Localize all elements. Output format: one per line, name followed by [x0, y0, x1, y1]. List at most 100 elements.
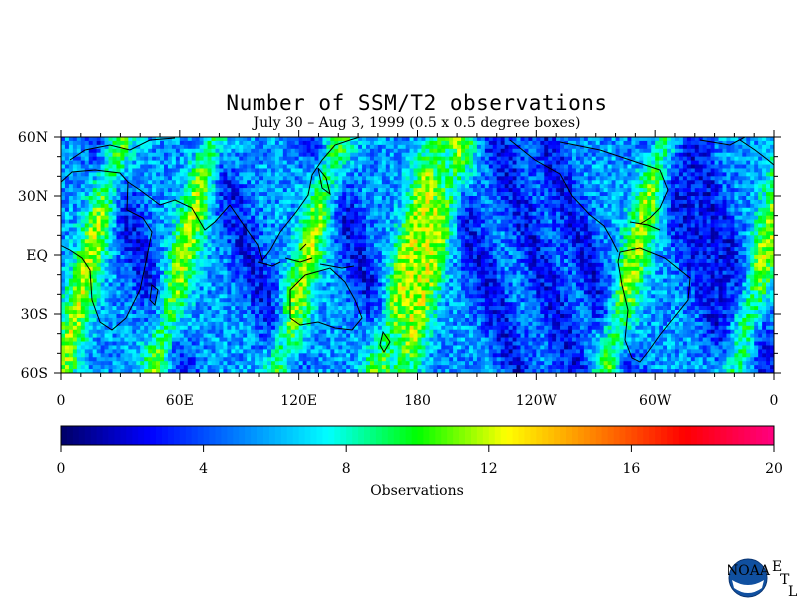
heatmap-cell	[635, 137, 640, 142]
heatmap-cell	[389, 223, 395, 228]
heatmap-cell	[346, 207, 351, 213]
heatmap-cell	[476, 192, 482, 197]
heatmap-cell	[710, 192, 715, 197]
heatmap-cell	[639, 227, 644, 232]
heatmap-cell	[377, 160, 383, 165]
heatmap-cell	[445, 188, 450, 193]
heatmap-cell	[667, 219, 672, 224]
heatmap-cell	[338, 140, 343, 146]
heatmap-cell	[655, 207, 660, 213]
heatmap-cell	[124, 203, 129, 209]
heatmap-cell	[643, 180, 648, 185]
heatmap-cell	[476, 180, 482, 185]
heatmap-cell	[532, 164, 537, 169]
heatmap-cell	[536, 137, 541, 142]
heatmap-cell	[251, 239, 256, 244]
heatmap-cell	[124, 231, 129, 236]
heatmap-cell	[167, 199, 173, 205]
heatmap-cell	[302, 192, 307, 197]
heatmap-cell	[140, 199, 145, 205]
heatmap-cell	[219, 184, 224, 189]
heatmap-cell	[488, 148, 494, 154]
heatmap-cell	[449, 199, 454, 205]
heatmap-cell	[255, 168, 260, 173]
heatmap-cell	[84, 164, 90, 169]
heatmap-cell	[651, 188, 656, 193]
heatmap-cell	[96, 176, 101, 181]
heatmap-cell	[706, 207, 711, 213]
heatmap-cell	[544, 137, 549, 142]
heatmap-cell	[338, 176, 343, 181]
heatmap-cell	[314, 207, 319, 213]
heatmap-cell	[413, 188, 418, 193]
heatmap-cell	[548, 235, 553, 240]
heatmap-cell	[326, 172, 331, 177]
heatmap-cell	[682, 156, 688, 161]
heatmap-cell	[591, 243, 597, 248]
heatmap-cell	[651, 176, 656, 181]
heatmap-cell	[682, 172, 688, 177]
heatmap-cell	[746, 223, 751, 228]
heatmap-cell	[175, 199, 181, 205]
heatmap-cell	[207, 239, 212, 244]
heatmap-cell	[61, 235, 66, 240]
heatmap-cell	[290, 184, 295, 189]
heatmap-cell	[251, 199, 256, 205]
heatmap-cell	[758, 164, 763, 169]
heatmap-cell	[80, 207, 86, 213]
heatmap-cell	[520, 160, 525, 165]
heatmap-cell	[72, 152, 78, 157]
heatmap-cell	[211, 160, 216, 165]
heatmap-cell	[457, 239, 462, 244]
heatmap-cell	[476, 215, 482, 220]
heatmap-cell	[318, 227, 323, 232]
heatmap-cell	[690, 152, 696, 157]
heatmap-cell	[655, 231, 660, 236]
heatmap-cell	[738, 227, 743, 232]
heatmap-cell	[651, 227, 656, 232]
heatmap-cell	[492, 168, 498, 173]
heatmap-cell	[461, 243, 466, 248]
heatmap-cell	[156, 140, 161, 146]
heatmap-cell	[468, 231, 474, 236]
heatmap-cell	[564, 192, 569, 197]
heatmap-cell	[524, 168, 529, 173]
heatmap-cell	[647, 152, 652, 157]
heatmap-cell	[120, 239, 125, 244]
heatmap-cell	[706, 219, 711, 224]
heatmap-cell	[219, 219, 224, 224]
heatmap-cell	[195, 140, 200, 146]
heatmap-cell	[425, 239, 430, 244]
heatmap-cell	[306, 219, 311, 224]
heatmap-cell	[461, 144, 466, 150]
heatmap-cell	[152, 180, 157, 185]
heatmap-cell	[389, 199, 395, 205]
heatmap-cell	[195, 243, 200, 248]
heatmap-cell	[187, 184, 193, 189]
heatmap-cell	[552, 192, 557, 197]
heatmap-cell	[663, 160, 668, 165]
heatmap-cell	[500, 227, 505, 232]
heatmap-cell	[227, 196, 232, 201]
heatmap-cell	[694, 188, 700, 193]
heatmap-cell	[322, 211, 327, 216]
heatmap-cell	[607, 172, 612, 177]
heatmap-cell	[373, 172, 379, 177]
heatmap-cell	[334, 243, 339, 248]
heatmap-cell	[766, 184, 771, 189]
heatmap-cell	[417, 184, 422, 189]
heatmap-cell	[722, 188, 727, 193]
heatmap-cell	[160, 231, 165, 236]
heatmap-cell	[421, 207, 426, 213]
heatmap-cell	[385, 231, 391, 236]
heatmap-cell	[156, 164, 161, 169]
heatmap-cell	[104, 243, 109, 248]
heatmap-cell	[544, 168, 549, 173]
heatmap-cell	[540, 207, 545, 213]
heatmap-cell	[536, 176, 541, 181]
heatmap-cell	[366, 172, 371, 177]
heatmap-cell	[144, 184, 149, 189]
heatmap-cell	[698, 235, 703, 240]
heatmap-cell	[64, 192, 70, 197]
heatmap-cell	[72, 144, 78, 150]
